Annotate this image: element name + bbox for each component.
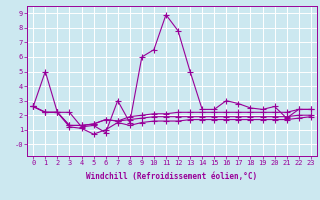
X-axis label: Windchill (Refroidissement éolien,°C): Windchill (Refroidissement éolien,°C) [86,172,258,181]
